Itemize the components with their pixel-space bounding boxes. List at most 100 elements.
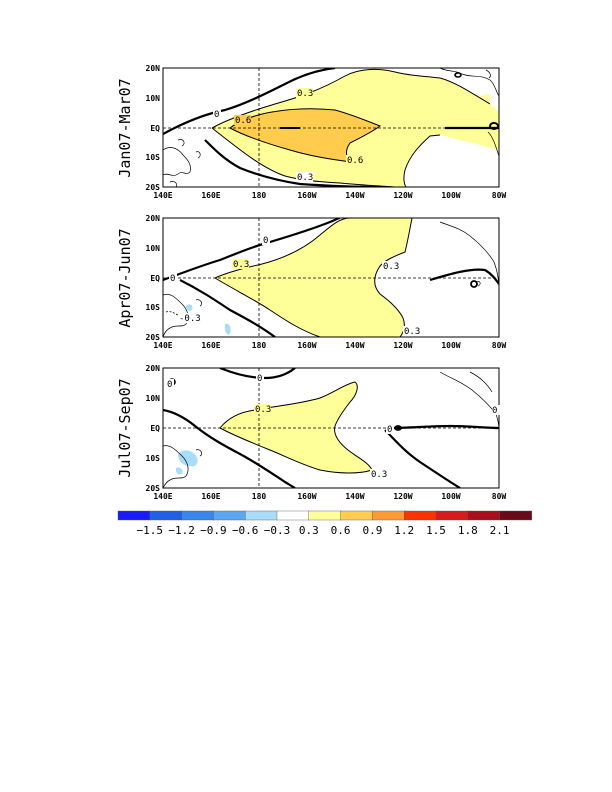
panel-2-lat-tick: 10N [146,244,161,253]
colorbar-tick-label: 0.6 [331,524,351,537]
panel-2-contour-label: 0.3 [383,262,399,272]
panel-3-contour-label: 0.3 [371,470,387,480]
colorbar-swatch [181,510,214,521]
panel-2-contour-label: 0.3 [233,260,249,270]
colorbar-tick-label: −0.9 [200,524,227,537]
panel-2-lon-tick: 80W [492,341,507,350]
panel-2-period-label: Apr07-Jun07 [116,228,134,327]
panel-1-lon-tick: 140E [153,191,172,200]
panel-1-shade-0.3-patch [466,94,491,111]
panel-3-contour-label: 0 [387,425,392,435]
panel-2-contour-zero-east [429,268,499,285]
panel-2-frame [162,217,500,338]
panel-3-lat-tick: 20N [146,364,161,373]
panel-3-lon-tick: 80W [492,492,507,501]
panel-1-zero-blob-2 [454,72,462,78]
panel-1-contour-zero-south [204,139,381,187]
colorbar-tick-label: −1.2 [168,524,195,537]
panel-1: 0 0.3 0.6 0.6 0.3 20N 10N EQ 10S 20S 140… [116,64,506,200]
panel-1-land-east [439,68,499,157]
colorbar-tick-label: −0.6 [232,524,259,537]
panel-3-lon-tick: 140E [153,492,172,501]
panel-3-contour-zero-tail [384,429,461,488]
colorbar-swatch [149,510,183,521]
panel-3-frame [162,367,500,489]
colorbar-swatch [404,510,437,521]
panel-3-contour-zero-north [163,408,296,488]
colorbar-tick-label: 1.8 [458,524,478,537]
panel-2-lon-tick: 140E [153,341,172,350]
colorbar-tick-label: 0.9 [362,524,382,537]
panel-3: 0 0.3 0.3 0 0 0 20N 10N EQ 10S 20S 140E … [116,364,506,501]
colorbar-swatch [213,510,246,521]
colorbar-swatch [499,510,532,521]
panel-1-contour-zero-north [163,68,336,135]
panel-2-lon-tick: 180 [252,341,267,350]
panel-2-contour-label: 0 [170,274,175,284]
panel-3-land [163,371,499,488]
panel-2-contour-0.3 [214,218,413,337]
panel-3-lon-tick: 120W [393,492,412,501]
colorbar-tick-label: 0.3 [299,524,319,537]
panel-1-lon-tick: 160E [201,191,220,200]
panel-3-lat-tick: 10S [146,454,161,463]
colorbar-swatch [117,510,151,521]
panel-3-contour-label: 0.3 [255,405,271,415]
panel-3-contour-zero-top [219,368,296,380]
panel-2-shade-0.3 [215,218,412,337]
panel-2-lon-tick: 160W [297,341,316,350]
panel-3-lon-tick: 160E [201,492,220,501]
colorbar-tick-label: −0.3 [264,524,291,537]
panel-3-contour-label: 0 [167,380,172,390]
panel-1-contour-label: 0.3 [297,89,313,99]
panel-2-lat-tick: 20S [146,333,161,342]
panel-3-period-label: Jul07-Sep07 [116,378,134,477]
panel-2-lon-tick: 100W [441,341,460,350]
panel-2-contour-label: 0.3 [404,327,420,337]
panel-1-shade-0.6 [230,108,380,162]
colorbar-tick-label: −1.5 [137,524,164,537]
panel-2: 0 0.3 0.3 0 -0.3 0.3 20N 10N EQ 10S 20S … [116,214,506,350]
panel-3-lat-tick: 20S [146,484,161,493]
panel-3-lat-tick: EQ [150,424,160,433]
panel-1-frame [162,67,500,188]
colorbar-tick-label: 1.5 [426,524,446,537]
panel-3-contour-zero-east [389,424,499,430]
panel-3-lon-tick: 140W [345,492,364,501]
panel-1-lon-tick: 140W [345,191,364,200]
panel-2-contour-label: 0 [263,236,268,246]
panel-1-lat-tick: 10S [146,153,161,162]
colorbar-swatch [244,510,278,521]
panel-2-contour-zero-south [179,279,276,337]
colorbar-swatch [308,510,342,521]
panel-3-lon-tick: 160W [297,492,316,501]
panel-1-lon-tick: 120W [393,191,412,200]
panel-1-contour-label: 0.6 [235,116,251,126]
panel-1-lat-tick: 10N [146,94,161,103]
panel-1-zero-blob [489,122,499,130]
panel-1-lon-tick: 100W [441,191,460,200]
panel-1-contour-label: 0.6 [347,156,363,166]
panel-2-lat-tick: EQ [150,274,160,283]
panel-1-lat-tick: 20S [146,183,161,192]
panel-2-lat-tick: 20N [146,214,161,223]
panel-3-shade-0.3 [220,382,372,473]
panel-1-contour-0.6 [229,108,382,163]
colorbar-tick-label: 2.1 [490,524,510,537]
panel-1-period-label: Jan07-Mar07 [116,78,134,177]
panel-2-lon-tick: 140W [345,341,364,350]
panel-3-lat-tick: 10N [146,394,161,403]
panel-3-contour-label: 0 [257,374,262,384]
colorbar-swatch [467,510,501,521]
panel-1-lat-tick: 20N [146,64,161,73]
panel-2-shade-neg [186,304,231,335]
panel-1-contour-label: 0 [214,110,219,120]
panel-2-lon-tick: 120W [393,341,412,350]
panel-2-lat-tick: 10S [146,303,161,312]
panel-3-lon-tick: 180 [252,492,267,501]
panel-1-lat-tick: EQ [150,124,160,133]
panel-3-contour-0.3 [219,381,373,474]
colorbar-swatch [340,510,373,521]
panel-3-lon-tick: 100W [441,492,460,501]
